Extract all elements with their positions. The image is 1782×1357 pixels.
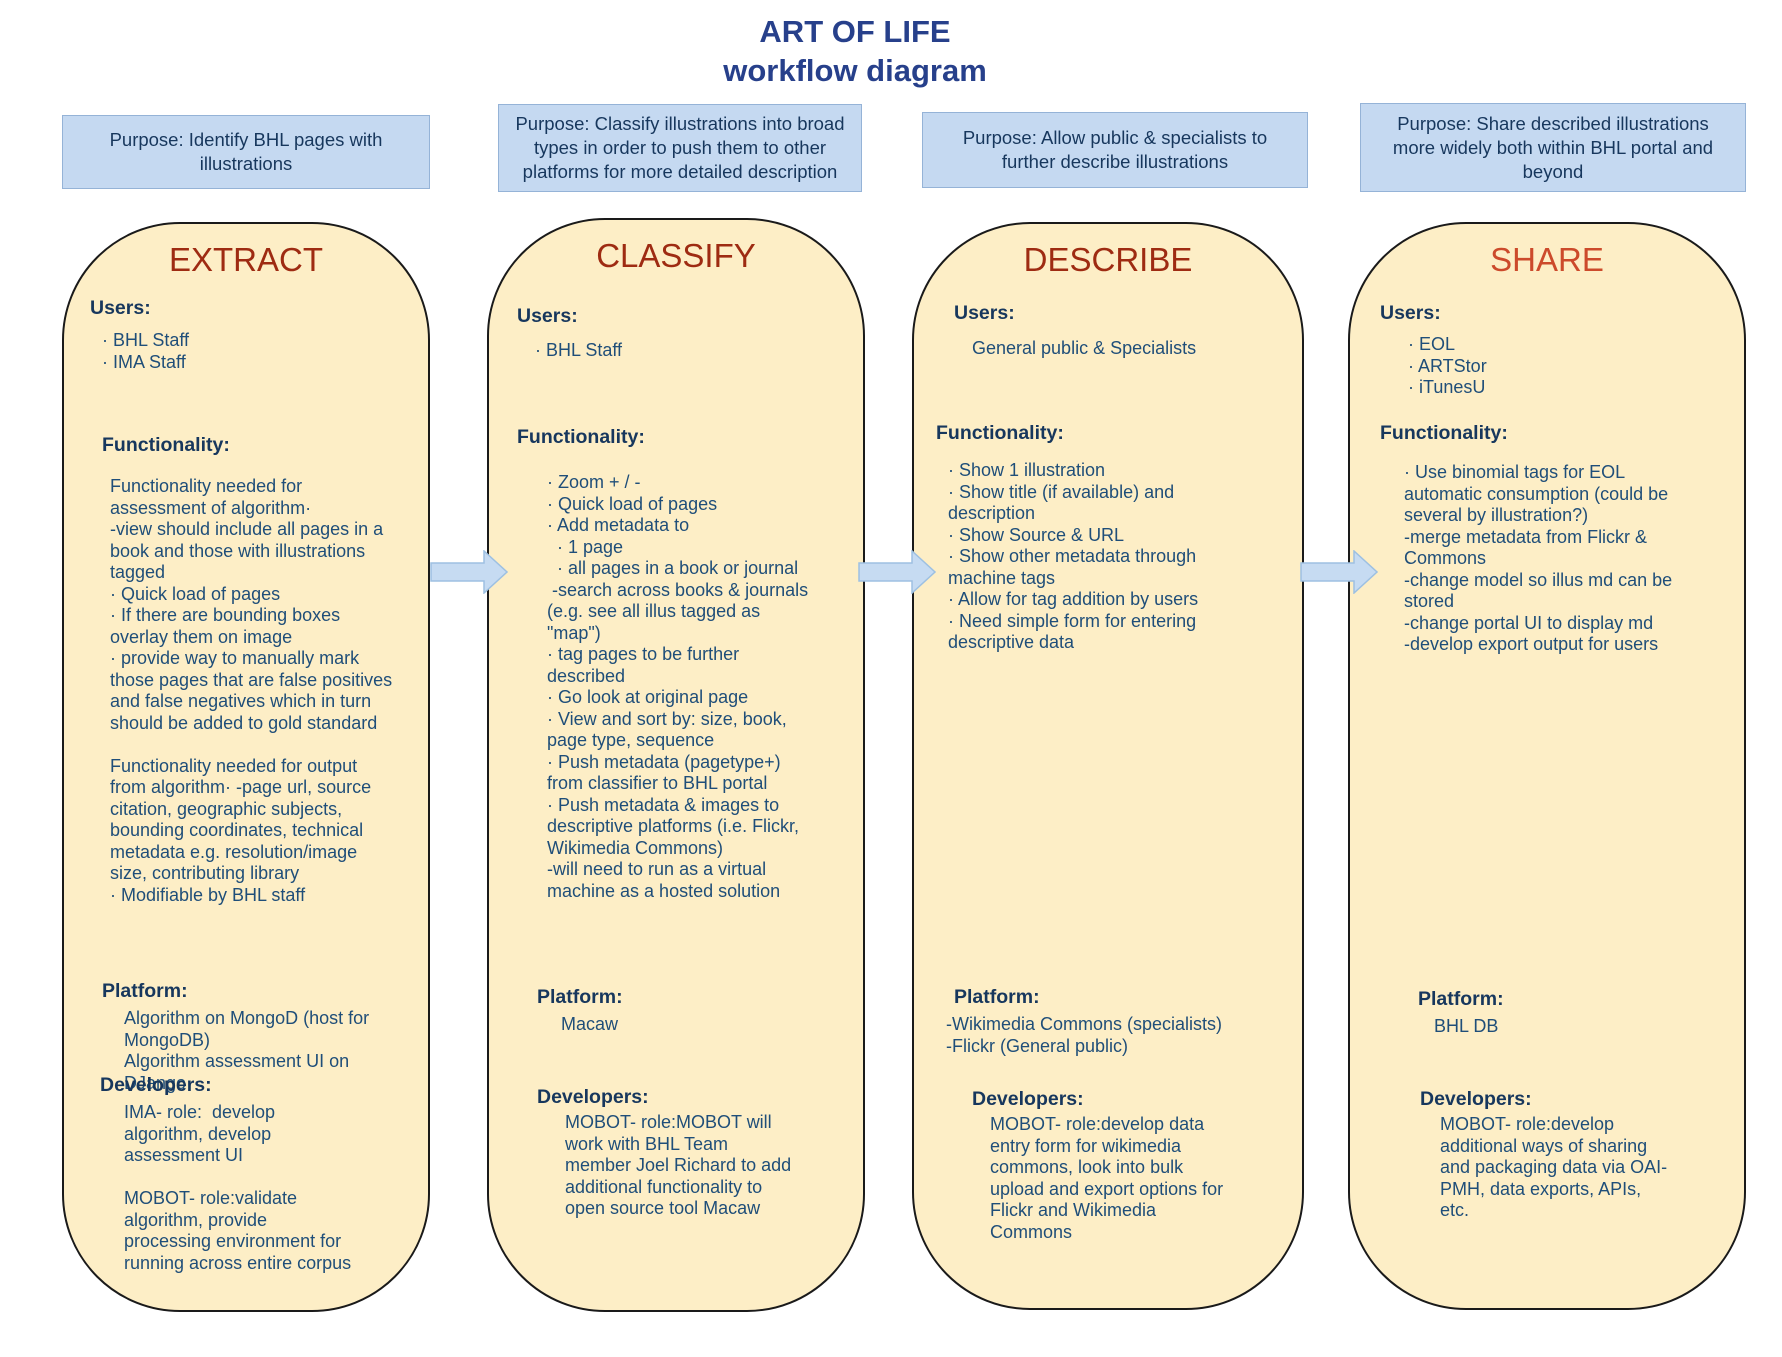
classify-functionality-list: · Zoom + / - · Quick load of pages · Add… [547,472,809,901]
right-arrow-classify-to-describe-icon [858,550,936,594]
share-developers-list: MOBOT- role:develop additional ways of s… [1440,1114,1668,1220]
classify-functionality-heading: Functionality: [517,426,645,448]
purpose-box-classify: Purpose: Classify illustrations into bro… [498,104,862,192]
extract-functionality-list: Functionality needed for assessment of a… [110,476,393,905]
extract-developers-list: IMA- role: develop algorithm, develop as… [124,1102,352,1273]
share-users-list: · EOL · ARTStor · iTunesU [1408,334,1487,397]
describe-platform-list: -Wikimedia Commons (specialists) -Flickr… [946,1014,1223,1056]
describe-functionality-list: · Show 1 illustration · Show title (if a… [948,460,1199,652]
extract-panel-title: EXTRACT [168,241,323,278]
describe-functionality-heading: Functionality: [936,422,1064,444]
classify-panel: CLASSIFY Users: · BHL Staff Functionalit… [487,218,865,1312]
share-functionality-heading: Functionality: [1380,422,1508,444]
purpose-box-share: Purpose: Share described illustrations m… [1360,103,1746,192]
classify-panel-title: CLASSIFY [596,237,756,274]
share-panel-title: SHARE [1490,241,1604,278]
extract-platform-heading: Platform: [102,980,188,1002]
diagram-title: ART OF LIFE workflow diagram [0,12,1710,90]
share-users-heading: Users: [1380,302,1441,324]
describe-users-heading: Users: [954,302,1015,324]
share-panel: SHARE Users: · EOL · ARTStor · iTunesU F… [1348,222,1746,1310]
describe-developers-list: MOBOT- role:develop data entry form for … [990,1114,1224,1242]
extract-functionality-heading: Functionality: [102,434,230,456]
share-platform-list: BHL DB [1434,1016,1499,1036]
describe-panel: DESCRIBE Users: General public & Special… [912,222,1304,1310]
purpose-box-describe: Purpose: Allow public & specialists to f… [922,112,1308,188]
classify-developers-list: MOBOT- role:MOBOT will work with BHL Tea… [565,1112,792,1218]
right-arrow-describe-to-share-icon [1300,550,1378,594]
describe-panel-title: DESCRIBE [1023,241,1193,278]
describe-developers-heading: Developers: [972,1088,1084,1110]
extract-developers-heading: Developers: [100,1074,212,1096]
share-functionality-list: · Use binomial tags for EOL automatic co… [1404,462,1673,654]
classify-developers-heading: Developers: [537,1086,649,1108]
extract-panel: EXTRACT Users: · BHL Staff · IMA Staff F… [62,222,430,1312]
extract-users-list: · BHL Staff · IMA Staff [102,330,190,372]
purpose-box-extract: Purpose: Identify BHL pages with illustr… [62,115,430,189]
extract-platform-list: Algorithm on MongoD (host for MongoDB) A… [124,1008,370,1093]
describe-platform-heading: Platform: [954,986,1040,1008]
right-arrow-extract-to-classify-icon [430,550,508,594]
classify-platform-heading: Platform: [537,986,623,1008]
diagram-title-line2: workflow diagram [723,53,987,88]
classify-users-list: · BHL Staff [535,340,623,360]
share-platform-heading: Platform: [1418,988,1504,1010]
extract-users-heading: Users: [90,297,151,319]
describe-users-list: General public & Specialists [972,338,1197,358]
classify-platform-list: Macaw [561,1014,619,1034]
diagram-title-line1: ART OF LIFE [759,14,951,49]
share-developers-heading: Developers: [1420,1088,1532,1110]
classify-users-heading: Users: [517,305,578,327]
